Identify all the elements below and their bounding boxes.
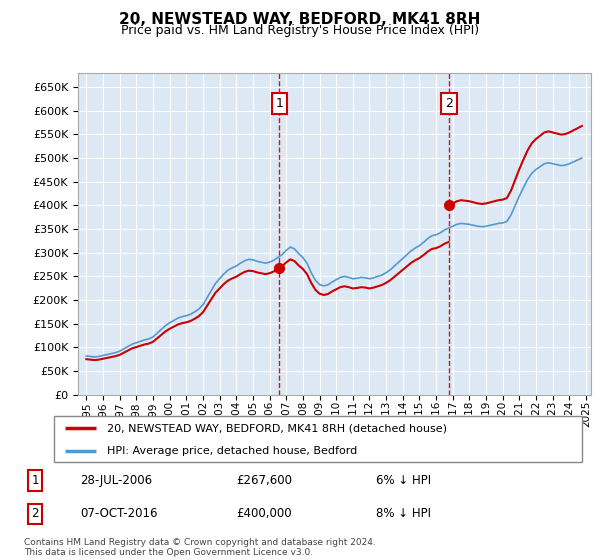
Text: 6% ↓ HPI: 6% ↓ HPI — [376, 474, 431, 487]
Text: 2: 2 — [31, 507, 39, 520]
Text: £267,600: £267,600 — [236, 474, 292, 487]
FancyBboxPatch shape — [54, 416, 582, 462]
Text: Contains HM Land Registry data © Crown copyright and database right 2024.
This d: Contains HM Land Registry data © Crown c… — [24, 538, 376, 557]
Text: HPI: Average price, detached house, Bedford: HPI: Average price, detached house, Bedf… — [107, 446, 357, 455]
Text: 2: 2 — [445, 97, 453, 110]
Text: 20, NEWSTEAD WAY, BEDFORD, MK41 8RH (detached house): 20, NEWSTEAD WAY, BEDFORD, MK41 8RH (det… — [107, 423, 447, 433]
Text: 28-JUL-2006: 28-JUL-2006 — [80, 474, 152, 487]
Text: 07-OCT-2016: 07-OCT-2016 — [80, 507, 157, 520]
Text: Price paid vs. HM Land Registry's House Price Index (HPI): Price paid vs. HM Land Registry's House … — [121, 24, 479, 37]
Text: 20, NEWSTEAD WAY, BEDFORD, MK41 8RH: 20, NEWSTEAD WAY, BEDFORD, MK41 8RH — [119, 12, 481, 27]
Text: 8% ↓ HPI: 8% ↓ HPI — [376, 507, 431, 520]
Text: 1: 1 — [31, 474, 39, 487]
Text: £400,000: £400,000 — [236, 507, 292, 520]
Text: 1: 1 — [275, 97, 283, 110]
